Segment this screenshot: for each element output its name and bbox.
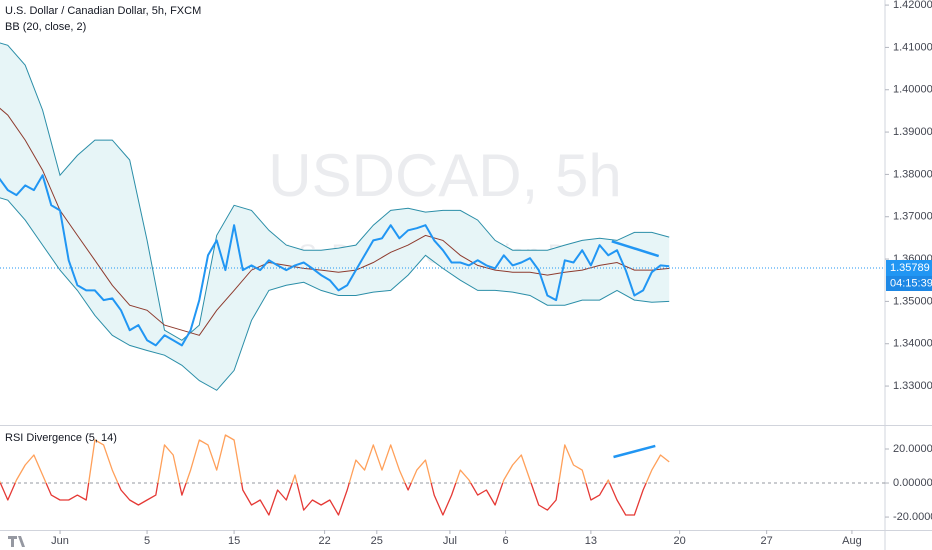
trend-line: [613, 444, 656, 459]
x-tick-label: 22: [318, 535, 330, 547]
y-tick-label: 20.00000: [893, 443, 932, 455]
y-tick-label: 1.34000: [893, 338, 932, 350]
middle-band: [0, 107, 670, 336]
countdown-box: [886, 275, 932, 291]
x-tick-label: 27: [761, 535, 773, 547]
last-price-box: [886, 259, 932, 276]
x-tick-label: 15: [228, 535, 240, 547]
countdown-label: 04:15:39: [890, 277, 932, 289]
y-tick-label: 1.38000: [893, 168, 932, 180]
x-tick-label: 13: [585, 535, 597, 547]
x-tick-label: 25: [371, 535, 383, 547]
pane: [0, 42, 885, 391]
band-fill: [0, 43, 670, 391]
series-line: [0, 174, 670, 347]
last-price-label: 1.35789: [890, 262, 930, 274]
plot-layer: [0, 42, 885, 516]
x-tick-label: Jun: [51, 535, 69, 547]
y-tick-label: 1.33000: [893, 380, 932, 392]
series-line: [0, 434, 670, 516]
x-tick-label: Jul: [443, 535, 457, 547]
chart-title: U.S. Dollar / Canadian Dollar, 5h, FXCM: [5, 5, 201, 17]
x-tick-label: Aug: [842, 535, 862, 547]
y-tick-label: 1.35000: [893, 295, 932, 307]
logo-icon: [8, 536, 25, 547]
y-tick-label: 0.00000: [893, 477, 932, 489]
lower-band: [0, 197, 670, 391]
watermark-symbol: USDCAD, 5h: [268, 142, 621, 209]
indicator-label: BB (20, close, 2): [5, 21, 86, 33]
indicator-label: RSI Divergence (5, 14): [5, 432, 117, 444]
y-tick-label: 1.40000: [893, 84, 932, 96]
y-tick-label: -20.00000: [893, 511, 932, 523]
upper-band: [0, 42, 670, 341]
y-tick-label: 1.39000: [893, 126, 932, 138]
logo: [8, 536, 25, 547]
trend-line: [611, 240, 660, 258]
y-tick-label: 1.41000: [893, 41, 932, 53]
pane: [0, 434, 885, 516]
y-tick-label: 1.42000: [893, 0, 932, 11]
y-tick-label: 1.37000: [893, 211, 932, 223]
x-tick-label: 20: [674, 535, 686, 547]
x-tick-label: 5: [144, 535, 150, 547]
x-tick-label: 6: [503, 535, 509, 547]
